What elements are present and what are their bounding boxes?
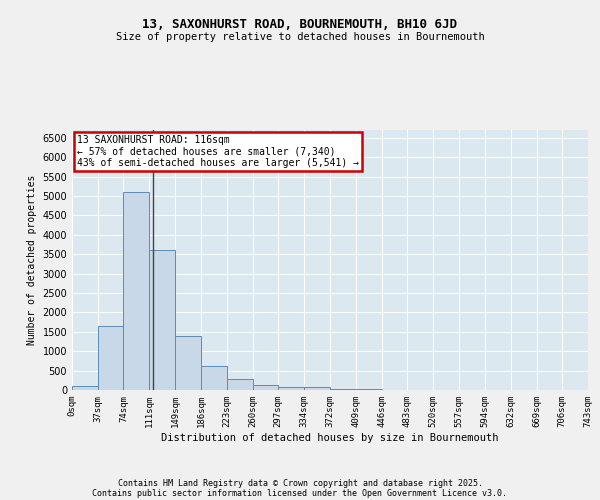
- X-axis label: Distribution of detached houses by size in Bournemouth: Distribution of detached houses by size …: [161, 432, 499, 442]
- Text: Contains public sector information licensed under the Open Government Licence v3: Contains public sector information licen…: [92, 488, 508, 498]
- Text: Size of property relative to detached houses in Bournemouth: Size of property relative to detached ho…: [116, 32, 484, 42]
- Text: Contains HM Land Registry data © Crown copyright and database right 2025.: Contains HM Land Registry data © Crown c…: [118, 478, 482, 488]
- Bar: [227, 378, 253, 390]
- Y-axis label: Number of detached properties: Number of detached properties: [27, 175, 37, 345]
- Bar: [304, 388, 331, 390]
- Bar: [278, 388, 304, 390]
- Bar: [72, 386, 98, 390]
- Bar: [253, 385, 278, 390]
- Bar: [201, 366, 227, 390]
- Bar: [331, 389, 356, 390]
- Bar: [98, 326, 124, 390]
- Text: 13, SAXONHURST ROAD, BOURNEMOUTH, BH10 6JD: 13, SAXONHURST ROAD, BOURNEMOUTH, BH10 6…: [143, 18, 458, 30]
- Bar: [175, 336, 201, 390]
- Bar: [149, 250, 175, 390]
- Text: 13 SAXONHURST ROAD: 116sqm
← 57% of detached houses are smaller (7,340)
43% of s: 13 SAXONHURST ROAD: 116sqm ← 57% of deta…: [77, 135, 359, 168]
- Bar: [124, 192, 149, 390]
